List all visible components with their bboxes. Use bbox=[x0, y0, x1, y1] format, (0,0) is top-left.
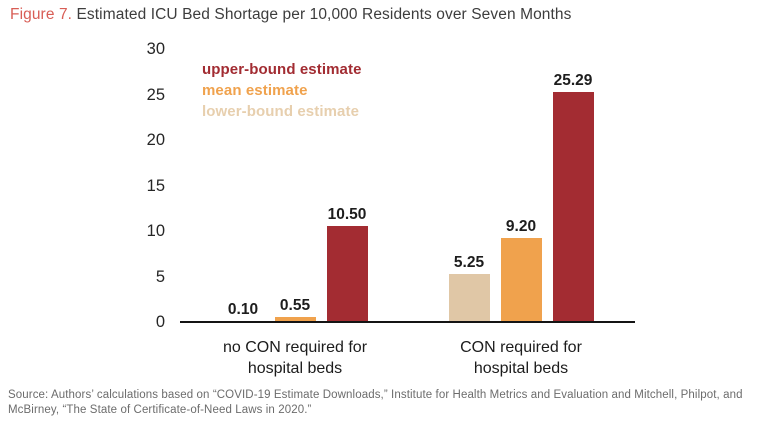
legend-item: upper-bound estimate bbox=[202, 61, 362, 78]
source-note: Source: Authors’ calculations based on “… bbox=[8, 389, 743, 416]
y-tick-label: 10 bbox=[146, 222, 165, 240]
bar-upper-bound-group1 bbox=[326, 226, 368, 322]
figure-title-text: Estimated ICU Bed Shortage per 10,000 Re… bbox=[72, 6, 572, 23]
bar-mean-group1 bbox=[274, 317, 316, 322]
value-label: 25.29 bbox=[553, 72, 593, 89]
figure-title: Figure 7. Estimated ICU Bed Shortage per… bbox=[10, 6, 572, 24]
bar-mean-group2 bbox=[500, 238, 542, 322]
legend-item: mean estimate bbox=[202, 82, 308, 99]
y-tick-label: 25 bbox=[146, 85, 165, 104]
bar-lower-bound-group2 bbox=[448, 274, 490, 322]
bar-upper-bound-group2 bbox=[552, 92, 594, 322]
legend-item: lower-bound estimate bbox=[202, 103, 360, 120]
y-tick-label: 15 bbox=[146, 176, 165, 195]
y-tick-label: 5 bbox=[155, 267, 165, 286]
y-tick-label: 30 bbox=[146, 40, 165, 58]
value-label: 0.55 bbox=[279, 297, 311, 314]
chart-legend: upper-bound estimate mean estimate lower-b… bbox=[202, 59, 362, 122]
value-label: 10.50 bbox=[327, 206, 367, 223]
value-label: 9.20 bbox=[505, 218, 537, 235]
category-label: CON required for hospital beds bbox=[460, 339, 582, 377]
category-label: no CON required for hospital beds bbox=[222, 339, 368, 377]
x-axis-line bbox=[180, 321, 635, 323]
y-tick-label: 20 bbox=[146, 131, 165, 149]
value-label: 5.25 bbox=[453, 254, 485, 271]
value-label: 0.10 bbox=[227, 301, 259, 318]
figure-number: Figure 7. bbox=[10, 6, 73, 23]
y-tick-label: 0 bbox=[155, 313, 165, 331]
